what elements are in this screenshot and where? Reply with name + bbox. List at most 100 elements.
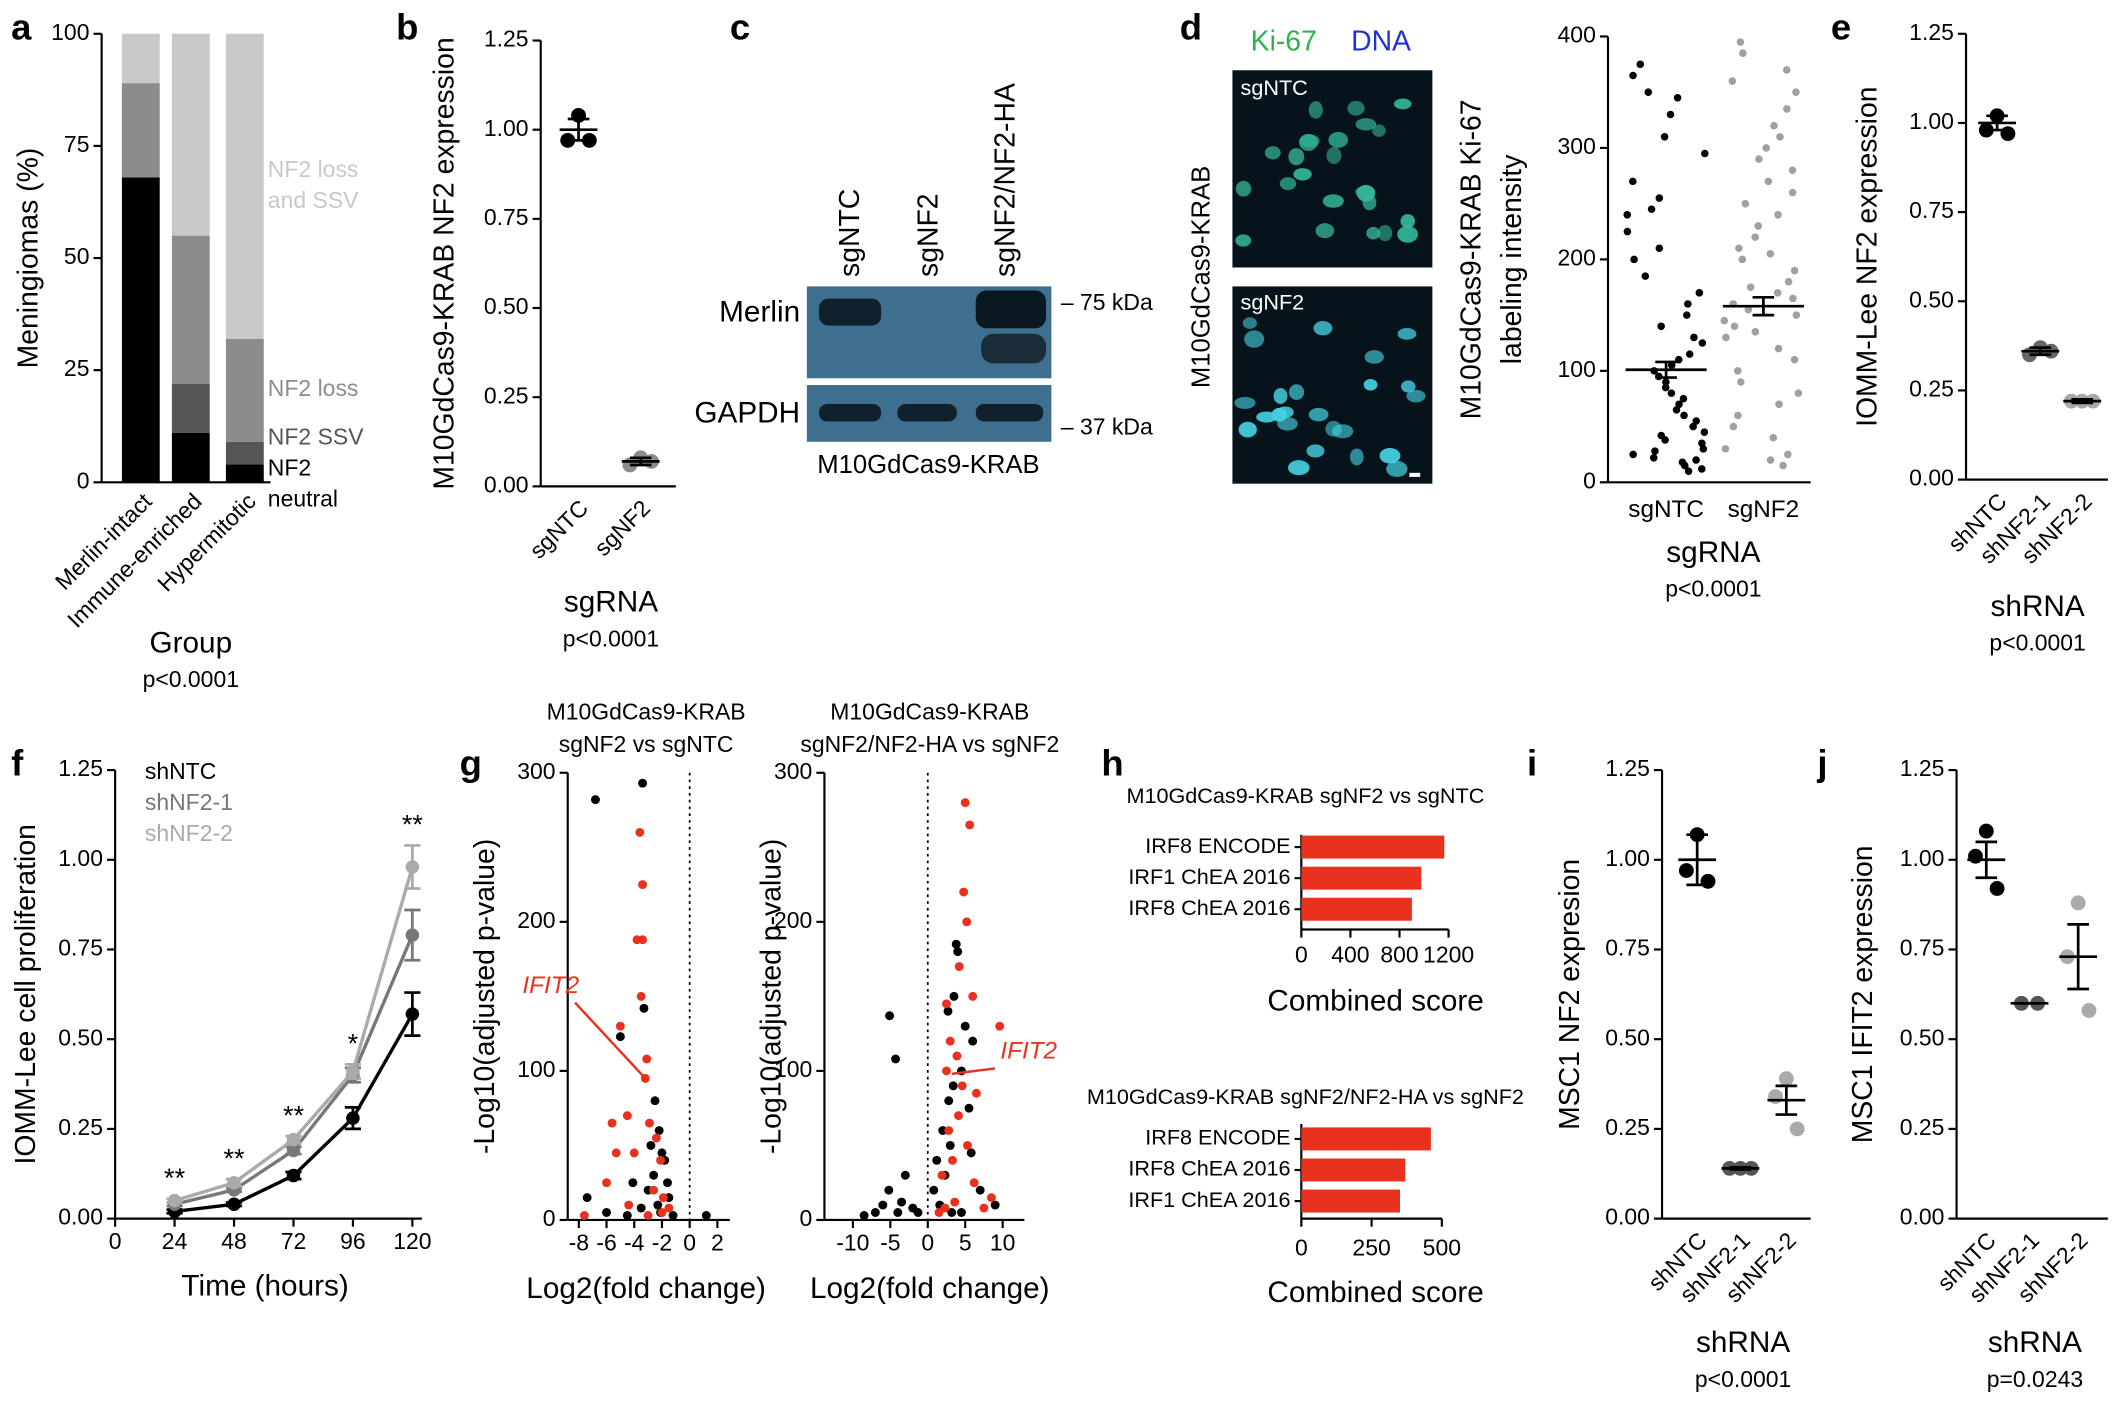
bar-segment — [225, 33, 264, 339]
y-tick-label: 0.50 — [484, 293, 529, 319]
data-point — [657, 1208, 667, 1217]
blot-band — [819, 298, 882, 326]
data-point — [979, 1203, 989, 1213]
annotation: IFIT2 — [1000, 1038, 1057, 1065]
data-point — [1751, 328, 1760, 336]
significance-label: ** — [283, 1100, 305, 1130]
p-value-note: p<0.0001 — [1665, 575, 1761, 601]
data-point — [560, 132, 576, 148]
nucleus — [1288, 460, 1310, 476]
data-point — [1778, 1071, 1794, 1087]
data-point — [1690, 333, 1698, 342]
data-point — [1788, 188, 1797, 197]
nucleus — [1242, 317, 1257, 329]
data-point — [1729, 422, 1738, 431]
data-point — [943, 1006, 953, 1016]
data-point — [654, 1126, 664, 1135]
y-tick-label: 200 — [517, 907, 555, 933]
legend-item: NF2 neutral — [268, 455, 338, 512]
cell-line-label: M10GdCas9-KRAB — [817, 451, 1039, 479]
data-point — [629, 1148, 639, 1158]
data-point — [1733, 367, 1742, 375]
y-tick-label: 300 — [517, 758, 555, 784]
y-tick-label: 200 — [774, 907, 812, 933]
significance-label: ** — [402, 810, 424, 840]
legend-item: NF2 loss and SSV — [267, 156, 359, 214]
data-point — [947, 1208, 957, 1217]
data-point — [1655, 194, 1664, 202]
data-point — [990, 1200, 1000, 1210]
data-point — [2081, 1003, 2097, 1018]
data-point — [167, 1193, 182, 1208]
bar — [1301, 1158, 1406, 1182]
nucleus — [1293, 168, 1312, 181]
data-point — [1736, 38, 1745, 46]
x-tick-label: -2 — [652, 1229, 672, 1255]
nucleus — [1264, 146, 1281, 160]
x-axis-label: sgRNA — [1666, 536, 1760, 569]
nucleus — [1372, 124, 1386, 137]
data-point — [1655, 244, 1664, 253]
data-point — [1779, 461, 1787, 470]
data-point — [1660, 133, 1669, 141]
legend-label: NF2 loss and SSV — [267, 156, 359, 214]
x-tick-label: -4 — [624, 1229, 645, 1255]
x-tick-label: -6 — [596, 1229, 616, 1255]
nucleus — [1326, 147, 1342, 164]
data-point — [1774, 344, 1783, 353]
data-point — [227, 1197, 241, 1212]
data-point — [1644, 88, 1653, 96]
category-label: IRF1 ChEA 2016 — [1128, 864, 1290, 889]
data-point — [1629, 450, 1637, 459]
x-axis-label: Combined score — [1267, 1276, 1483, 1309]
data-point — [960, 798, 970, 808]
y-tick-label: 0.00 — [1605, 1204, 1650, 1230]
data-point — [1678, 863, 1694, 878]
data-point — [948, 1081, 958, 1091]
y-tick-label: 0.75 — [58, 935, 103, 961]
y-tick-label: 1.00 — [1900, 845, 1945, 871]
y-tick-label: 0.00 — [1900, 1204, 1945, 1230]
data-point — [1788, 166, 1797, 175]
category-label: IRF8 ENCODE — [1145, 1125, 1290, 1150]
blot-band — [819, 403, 882, 422]
bar-segment — [225, 338, 264, 442]
data-point — [1770, 121, 1778, 130]
bar — [1301, 1189, 1400, 1213]
data-point — [1679, 394, 1688, 403]
data-point — [1792, 88, 1800, 96]
x-tick-label: sgNTC — [1628, 496, 1704, 523]
y-tick-label: 0.75 — [1605, 935, 1650, 961]
data-point — [1776, 133, 1784, 141]
blot-band — [975, 290, 1046, 329]
chart-title: M10GdCas9-KRAB sgNF2/NF2-HA vs sgNF2 — [1087, 1084, 1524, 1109]
data-point — [1630, 255, 1638, 264]
condition-label: sgNF2 — [1241, 290, 1305, 315]
y-tick-label: 200 — [1558, 244, 1596, 270]
y-tick-label: 1.25 — [1900, 755, 1945, 781]
x-axis-label: shRNA — [1988, 1326, 2082, 1359]
significance-label: ** — [164, 1163, 186, 1193]
data-point — [1735, 244, 1743, 253]
nucleus — [1328, 131, 1349, 148]
data-point — [1784, 450, 1792, 459]
bar-segment — [225, 464, 264, 483]
y-axis-label: IOMM-Lee cell proliferation — [10, 824, 42, 1164]
data-point — [346, 1064, 360, 1079]
data-point — [582, 1193, 592, 1203]
data-point — [2000, 126, 2016, 142]
category-label: IRF8 ChEA 2016 — [1128, 895, 1290, 920]
data-point — [668, 1211, 678, 1220]
nucleus — [1273, 388, 1288, 405]
x-tick-label: 0 — [1295, 1235, 1308, 1261]
data-point — [286, 1168, 301, 1183]
nucleus — [1347, 100, 1365, 116]
data-point — [893, 1208, 903, 1217]
data-point — [968, 991, 978, 1001]
data-point — [1684, 300, 1692, 308]
x-tick-label: -5 — [880, 1229, 900, 1255]
data-point — [1666, 110, 1675, 119]
data-point — [957, 1208, 966, 1217]
data-point — [638, 935, 648, 945]
